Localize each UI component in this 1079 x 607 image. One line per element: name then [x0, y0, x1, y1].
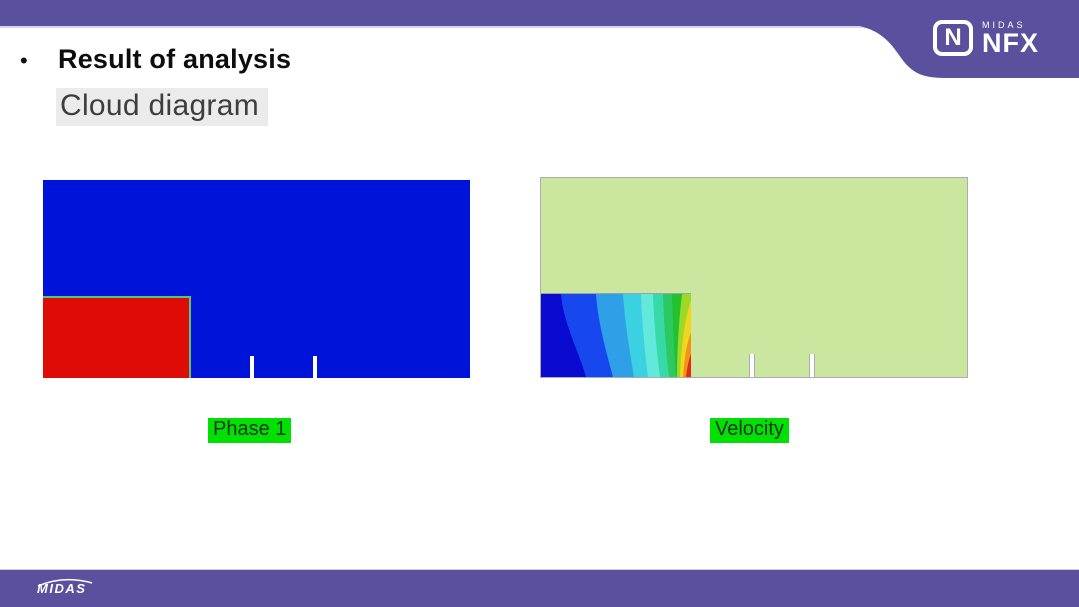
velocity-contour-region — [541, 293, 691, 377]
page-title: Result of analysis — [58, 44, 292, 74]
velocity-contour-figure — [540, 177, 968, 378]
title-bullet: • — [20, 48, 28, 73]
phase1-red-region — [43, 296, 191, 378]
nfx-mark-letter: N — [944, 24, 962, 51]
footer-bar: MIDAS — [0, 569, 1079, 607]
phase1-bottom-notch — [313, 356, 317, 378]
midas-nfx-logo: N MIDAS NFX — [933, 20, 1039, 58]
velocity-figure-label: Velocity — [710, 418, 789, 443]
footer-brand-text: MIDAS — [37, 581, 86, 596]
phase1-bottom-notch — [250, 356, 254, 378]
brand-corner: N MIDAS NFX — [849, 0, 1079, 78]
velocity-contour-bands — [541, 294, 691, 377]
contour-band — [686, 354, 691, 377]
velocity-bottom-notch — [749, 354, 755, 377]
midas-swoosh-icon — [37, 578, 93, 587]
velocity-bottom-notch — [809, 354, 815, 377]
brand-name-large: NFX — [982, 28, 1039, 58]
brand-text: MIDAS NFX — [982, 20, 1039, 58]
phase1-figure-label: Phase 1 — [208, 418, 292, 443]
page-subtitle: Cloud diagram — [56, 88, 269, 126]
brand-name-small: MIDAS — [982, 20, 1026, 30]
midas-footer-logo: MIDAS — [34, 576, 104, 605]
brand-corner-shape — [849, 0, 1079, 78]
phase1-contour-figure — [43, 180, 470, 378]
nfx-mark-icon: N — [933, 20, 973, 56]
